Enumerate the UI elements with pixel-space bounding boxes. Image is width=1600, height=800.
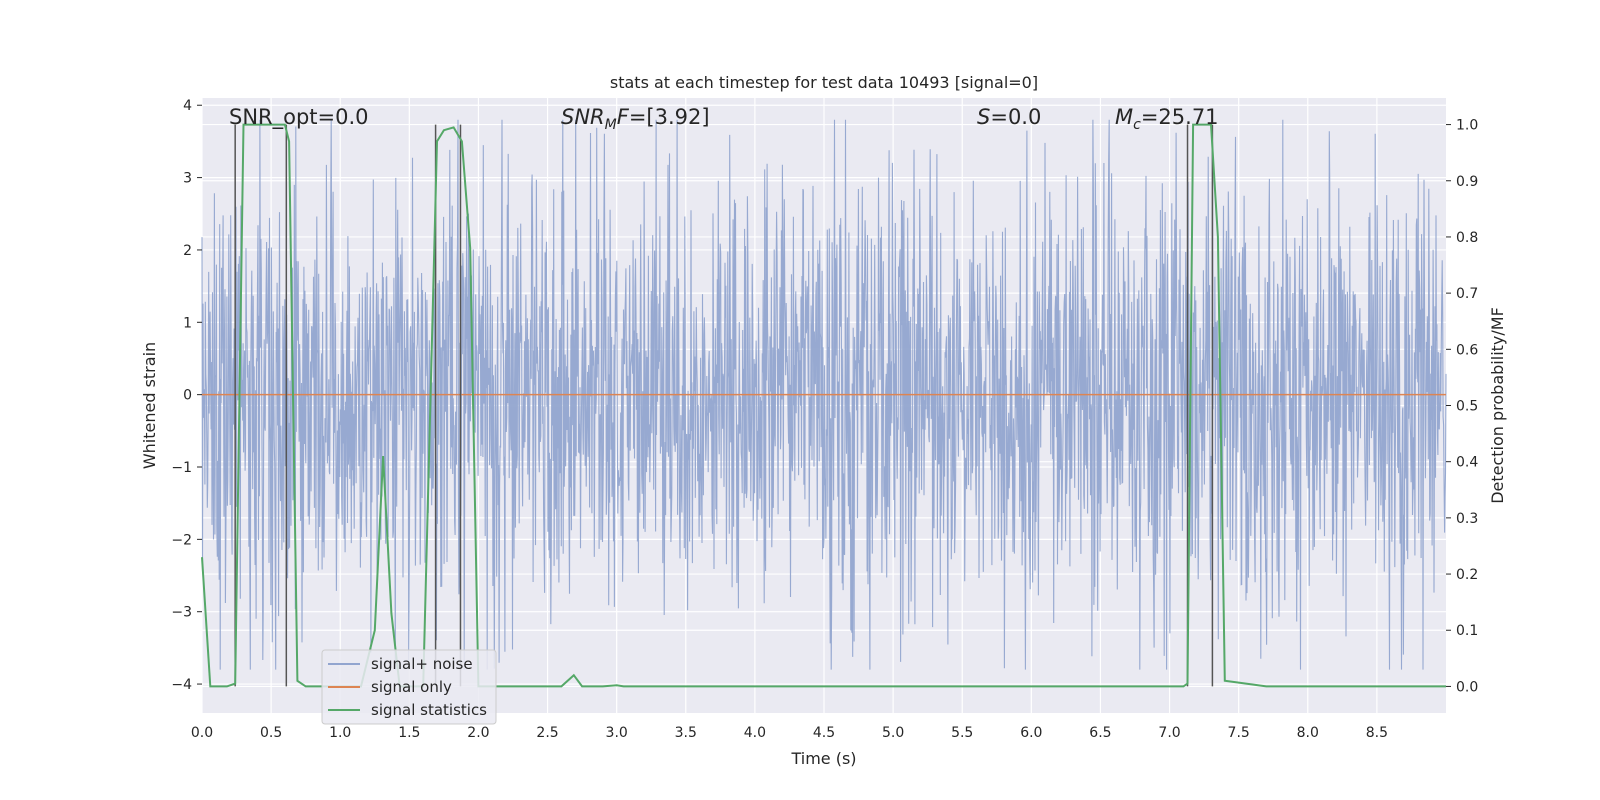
y2-tick-label-6: 0.6	[1456, 342, 1478, 358]
series-signal-statistics-line	[201, 123, 1446, 688]
signal-noise-series	[201, 119, 1447, 670]
y2-tick-label-7: 0.7	[1456, 286, 1478, 302]
x-tick-label-8: 4.0	[744, 725, 766, 741]
mc-value: =25.71	[1141, 105, 1219, 129]
snr-mf-f: F	[617, 105, 630, 129]
x-tick-label-6: 3.0	[606, 725, 628, 741]
y-tick-label-1: −3	[171, 605, 192, 621]
y2-tick-label-3: 0.3	[1456, 511, 1478, 527]
snr-mf-value: =[3.92]	[629, 105, 710, 129]
y2-axis-ticks: 0.0 0.1 0.2 0.3 0.4 0.5 0.6 0.7 0.8 0.9 1.0	[1446, 118, 1478, 695]
s-value: =0.0	[990, 105, 1041, 129]
x-tick-label-0: 0.0	[191, 725, 213, 741]
y-tick-label-3: −1	[171, 460, 192, 476]
signal-statistics-series	[201, 123, 1446, 688]
y-tick-label-5: 1	[183, 315, 192, 331]
x-tick-label-13: 6.5	[1089, 725, 1111, 741]
x-tick-label-5: 2.5	[536, 725, 558, 741]
annotation-mc: Mc=25.71	[1115, 105, 1219, 133]
y-tick-label-6: 2	[183, 243, 192, 259]
mc-subscript: c	[1133, 117, 1141, 133]
y2-tick-label-5: 0.5	[1456, 399, 1478, 415]
x-tick-label-17: 8.5	[1366, 725, 1388, 741]
x-tick-label-1: 0.5	[260, 725, 282, 741]
y2-tick-label-9: 0.9	[1456, 174, 1478, 190]
y-axis-ticks: −4 −3 −2 −1 0 1 2 3 4	[171, 98, 202, 693]
y2-tick-label-10: 1.0	[1456, 118, 1478, 134]
x-tick-label-14: 7.0	[1158, 725, 1180, 741]
x-tick-label-12: 6.0	[1020, 725, 1042, 741]
annotation-snr-opt: SNR_opt=0.0	[229, 105, 369, 130]
chart-title: stats at each timestep for test data 104…	[610, 73, 1038, 92]
legend-entry-signal-statistics: signal statistics	[371, 701, 487, 719]
y-tick-label-7: 3	[183, 171, 192, 187]
x-tick-label-3: 1.5	[398, 725, 420, 741]
y2-tick-label-4: 0.4	[1456, 455, 1478, 471]
x-axis-label: Time (s)	[790, 749, 856, 768]
x-axis-ticks: 0.0 0.5 1.0 1.5 2.0 2.5 3.0 3.5 4.0 4.5 5.0 5.5 6.0 6…	[191, 725, 1388, 741]
series-signal-noise-line	[201, 119, 1447, 670]
annotation-s: S=0.0	[977, 105, 1041, 129]
y2-axis-label: Detection probability/MF	[1488, 307, 1507, 504]
y-tick-label-2: −2	[171, 532, 192, 548]
snr-mf-subscript: M	[605, 117, 617, 133]
legend-box	[321, 649, 497, 725]
y-tick-label-8: 4	[183, 98, 192, 114]
x-tick-label-11: 5.5	[951, 725, 973, 741]
y-axis-label: Whitened strain	[140, 342, 159, 469]
y2-tick-label-0: 0.0	[1456, 679, 1478, 695]
x-tick-label-10: 5.0	[882, 725, 904, 741]
x-tick-label-15: 7.5	[1228, 725, 1250, 741]
annotation-snr-mf: SNRMF=[3.92]	[561, 105, 710, 133]
y2-tick-label-8: 0.8	[1456, 230, 1478, 246]
y-tick-label-0: −4	[171, 677, 192, 693]
x-tick-label-2: 1.0	[329, 725, 351, 741]
legend: signal+ noise signal only signal statist…	[321, 649, 497, 725]
s-symbol: S	[977, 105, 990, 129]
legend-entry-signal-noise: signal+ noise	[371, 655, 473, 673]
x-tick-label-4: 2.0	[467, 725, 489, 741]
x-tick-label-16: 8.0	[1297, 725, 1319, 741]
y2-tick-label-2: 0.2	[1456, 567, 1478, 583]
snr-mf-main: SNR	[561, 105, 605, 129]
legend-entry-signal-only: signal only	[371, 678, 452, 696]
y2-tick-label-1: 0.1	[1456, 623, 1478, 639]
y-tick-label-4: 0	[183, 388, 192, 404]
x-tick-label-7: 3.5	[675, 725, 697, 741]
mc-main: M	[1115, 105, 1133, 129]
x-tick-label-9: 4.5	[813, 725, 835, 741]
